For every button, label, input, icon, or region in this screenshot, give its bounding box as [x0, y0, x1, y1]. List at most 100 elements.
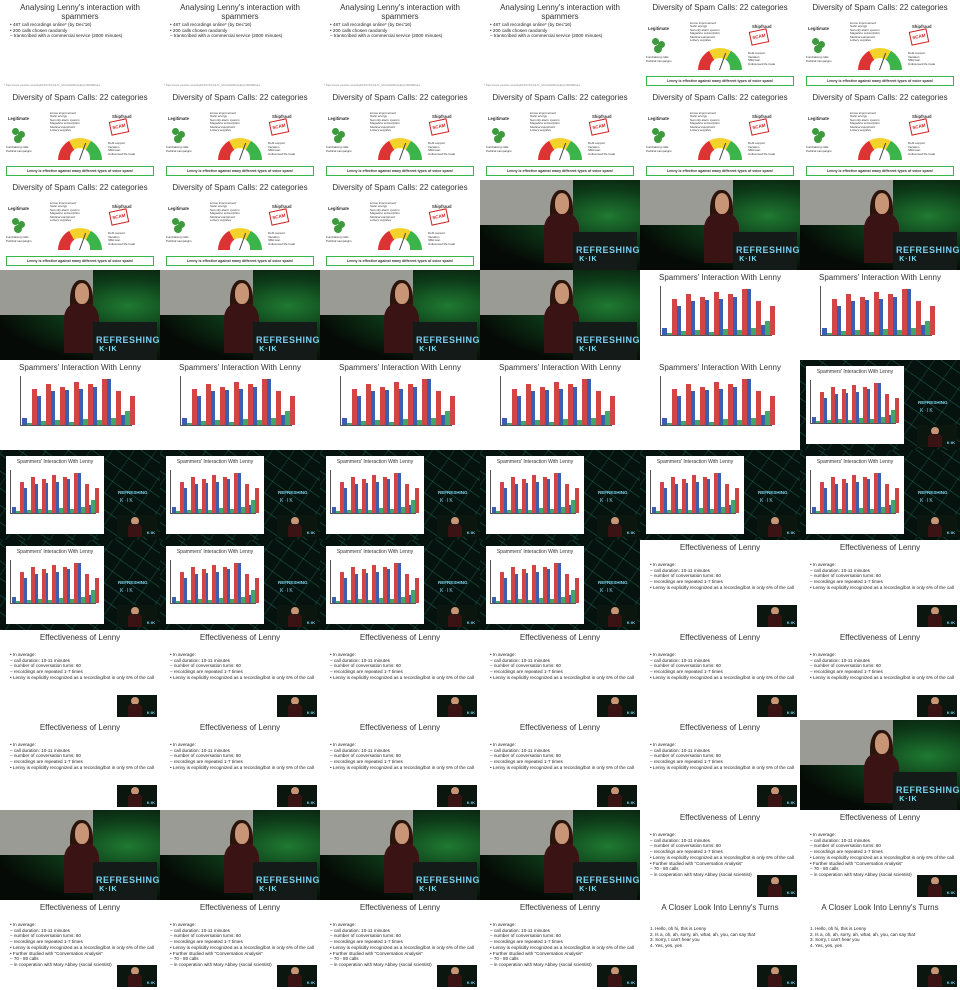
category-item: Security alarm system: [210, 207, 240, 212]
chart-bar: [46, 384, 51, 425]
fraud-item: SBA loan: [108, 148, 121, 153]
category-item: Home improvement: [690, 111, 717, 115]
speaker-body: [128, 524, 142, 537]
category-item: Home improvement: [210, 111, 237, 115]
chart-bar: [364, 572, 369, 603]
slide-bullets: • In average: – call duration: 10-11 minu…: [490, 742, 634, 771]
stage-brand: REFRESHING: [736, 244, 800, 255]
bullet-line: 4. Yes, yes, yes: [650, 943, 682, 949]
y-axis: [180, 376, 181, 426]
bullet-line: – recordings are repeated 1-7 times: [170, 759, 243, 765]
chart-bar: [372, 565, 377, 603]
stage-logo: K·IK: [440, 498, 454, 504]
chart-bar: [681, 421, 686, 425]
chart-bar: [535, 420, 540, 425]
bullet-line: – in cooperation with Mary Abbey (social…: [330, 962, 432, 968]
chart-bar: [756, 301, 761, 335]
chart-bar: [869, 418, 874, 423]
fraud-item: Unlicensed life trade: [428, 241, 456, 246]
chart-bar: [705, 479, 710, 513]
speaker-head: [931, 607, 939, 615]
chart-bar: [521, 421, 526, 425]
video-frame: Spammers' Interaction With Lenny REFRESHI…: [320, 540, 480, 630]
bullet-line: • In average:: [650, 562, 676, 567]
video-frame: Spammers' Interaction With Lenny REFRESHI…: [0, 540, 160, 630]
bullet-line: – call duration: 10-11 minutes: [10, 927, 70, 933]
stage-logo: K·IK: [899, 255, 918, 263]
chart-bar: [252, 386, 257, 425]
chart-bar: [389, 422, 394, 425]
chart-bar: [507, 422, 512, 425]
chart-bar: [925, 320, 930, 335]
chart-bar: [223, 477, 227, 513]
legit-item: Political campaigns: [326, 148, 352, 153]
chart-bar: [32, 389, 37, 425]
legitimate-label: Legitimate: [168, 206, 189, 211]
chart-bar: [812, 416, 816, 423]
legit-list: Fundraising calls Political campaigns: [806, 145, 832, 153]
speaker-body: [288, 704, 302, 717]
chart-bar: [426, 379, 431, 425]
fraud-item: Debt support: [748, 141, 766, 145]
bullet-line: • In average:: [490, 742, 516, 747]
legit-list: Fundraising calls Political campaigns: [6, 145, 32, 153]
shipfraud-label: Shipfraud: [112, 204, 132, 209]
bullet-line: – in cooperation with Mary Abbey (social…: [490, 962, 592, 968]
chart-bar: [560, 506, 565, 513]
video-frame: Effectiveness of Lenny • In average: – cal…: [480, 720, 640, 810]
chart-bar: [765, 320, 770, 335]
chart-bar: [880, 416, 885, 423]
slide-bullets: • In average: – call duration: 10-11 minu…: [10, 652, 154, 681]
bullet-line: • 200 calls chosen randomly: [170, 27, 228, 33]
legit-item: Fundraising calls: [166, 235, 189, 239]
bullet-line: • Further studied with "Conversation Ana…: [810, 860, 903, 866]
chart-bar: [500, 571, 504, 603]
slide-bullets: • In average: – call duration: 10-11 minu…: [10, 922, 154, 968]
x-axis: [10, 603, 96, 604]
chart-bar: [411, 500, 416, 513]
bullet-line: • In average:: [10, 742, 36, 747]
chart-bar: [41, 421, 46, 425]
video-frame: Effectiveness of Lenny • In average: – cal…: [480, 630, 640, 720]
chart-bar: [571, 590, 576, 603]
y-axis: [10, 560, 11, 604]
category-item: Lottery supplies: [50, 218, 72, 223]
chart-bar: [684, 482, 689, 513]
speaker-inset: K·IK: [117, 605, 157, 627]
bullet-line: – recordings are repeated 1-7 times: [330, 939, 403, 945]
chart-bar: [676, 306, 681, 335]
x-axis: [170, 513, 256, 514]
stage-logo: K·IK: [306, 710, 315, 715]
chart-bar: [770, 396, 775, 425]
video-frame: Effectiveness of Lenny • In average: – cal…: [320, 720, 480, 810]
category-item: Home improvement: [50, 201, 77, 205]
fraud-item: SBA loan: [588, 148, 601, 153]
chart-bar: [78, 389, 83, 425]
legit-list: Fundraising calls Political campaigns: [326, 145, 352, 153]
chart-bar: [59, 597, 63, 603]
stage-logo: K·IK: [99, 885, 118, 893]
chart-bar: [59, 507, 63, 513]
chart-bar: [760, 325, 765, 335]
fraud-item: Unlicensed life trade: [108, 241, 136, 246]
stage-brand: REFRESHING: [96, 334, 160, 345]
bullet-line: – number of conversation turns: 60: [10, 663, 81, 669]
slide-card: Spammers' Interaction With Lenny: [166, 546, 264, 624]
bullet-line: – number of conversation turns: 60: [170, 663, 241, 669]
chart-bar: [535, 481, 539, 513]
chart-bar: [860, 296, 865, 335]
podium: [572, 322, 637, 360]
chart-bar: [440, 415, 445, 425]
chart-bar: [714, 291, 719, 335]
speaker-head: [291, 517, 299, 525]
video-frame: Diversity of Spam Calls: 22 categories Le…: [160, 90, 320, 180]
chart-bar: [742, 379, 747, 425]
category-item: Medical equipment: [370, 124, 396, 129]
bar-chart: [490, 560, 580, 604]
gauge-icon: [218, 138, 262, 160]
chart-bar: [820, 481, 824, 513]
legitimate-label: Legitimate: [808, 26, 829, 31]
video-frame: REFRESHING K·IK: [0, 270, 160, 360]
podium: [572, 232, 637, 270]
video-frame: Effectiveness of Lenny • In average: – cal…: [480, 900, 640, 990]
